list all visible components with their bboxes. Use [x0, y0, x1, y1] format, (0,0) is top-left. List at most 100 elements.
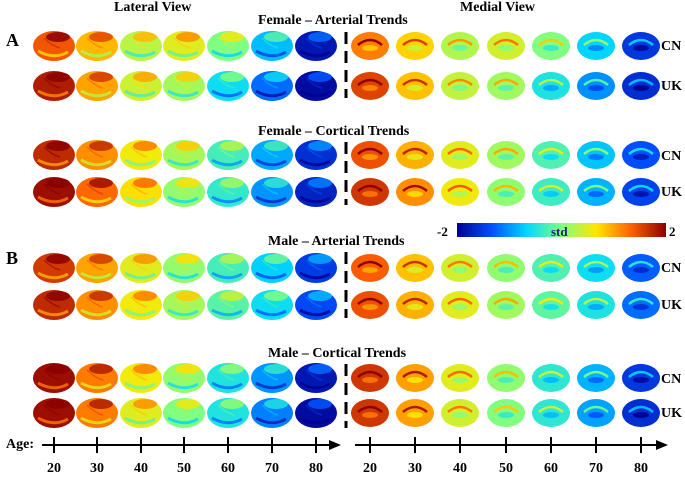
temporal-region	[37, 271, 69, 280]
motor-region	[133, 291, 157, 301]
corpus-callosum-region	[543, 191, 559, 197]
temporal-region	[211, 271, 243, 280]
motor-region	[264, 364, 288, 374]
motor-region	[133, 72, 157, 82]
temporal-region	[80, 381, 112, 390]
motor-region	[133, 254, 157, 264]
age-tick-label: 50	[177, 461, 191, 476]
temporal-region	[211, 89, 243, 98]
colorbar	[457, 223, 666, 237]
motor-region	[89, 399, 113, 409]
sulcus-line	[261, 183, 279, 195]
corpus-callosum-region	[588, 45, 604, 51]
corpus-callosum-region	[362, 85, 378, 91]
corpus-callosum-region	[543, 267, 559, 273]
sulcus-line	[43, 259, 61, 271]
age-tick-label: 30	[90, 461, 104, 476]
motor-region	[176, 399, 200, 409]
cingulate-region	[357, 370, 383, 378]
motor-region	[89, 72, 113, 82]
sulcus-line	[43, 404, 61, 416]
sulcus-line	[173, 296, 191, 308]
motor-region	[89, 141, 113, 151]
temporal-region	[167, 49, 199, 58]
cingulate-region	[357, 405, 383, 413]
age-tick-label: 80	[634, 461, 648, 476]
temporal-region	[255, 308, 287, 317]
cingulate-region	[583, 38, 609, 46]
colorbar-center-label: std	[551, 224, 568, 239]
cingulate-region	[628, 405, 654, 413]
age-axis-arrowhead	[329, 440, 341, 450]
corpus-callosum-region	[452, 85, 468, 91]
cingulate-region	[628, 184, 654, 192]
sulcus-line	[305, 369, 323, 381]
motor-region	[220, 399, 244, 409]
temporal-region	[37, 416, 69, 425]
cingulate-region	[583, 260, 609, 268]
corpus-callosum-region	[498, 45, 514, 51]
sulcus-line	[130, 146, 148, 158]
corpus-callosum-region	[452, 412, 468, 418]
temporal-region	[167, 158, 199, 167]
corpus-callosum-region	[362, 267, 378, 273]
age-tick-label: 60	[544, 461, 558, 476]
corpus-callosum-region	[362, 412, 378, 418]
motor-region	[46, 254, 70, 264]
motor-region	[46, 291, 70, 301]
cingulate-region	[628, 297, 654, 305]
corpus-callosum-region	[452, 45, 468, 51]
temporal-region	[255, 158, 287, 167]
cingulate-region	[493, 38, 519, 46]
temporal-region	[255, 49, 287, 58]
age-tick-label: 20	[363, 461, 377, 476]
sulcus-line	[130, 369, 148, 381]
age-axis-arrowhead	[656, 440, 668, 450]
sulcus-line	[261, 369, 279, 381]
sulcus-line	[217, 296, 235, 308]
cingulate-region	[493, 297, 519, 305]
cingulate-region	[402, 78, 428, 86]
motor-region	[308, 399, 332, 409]
cingulate-region	[447, 38, 473, 46]
sulcus-line	[86, 296, 104, 308]
corpus-callosum-region	[407, 45, 423, 51]
corpus-callosum-region	[407, 85, 423, 91]
section-title-female-cortical: Female – Cortical Trends	[258, 124, 410, 139]
temporal-region	[167, 195, 199, 204]
motor-region	[46, 72, 70, 82]
corpus-callosum-region	[588, 377, 604, 383]
temporal-region	[124, 49, 156, 58]
sulcus-line	[86, 183, 104, 195]
motor-region	[220, 364, 244, 374]
corpus-callosum-region	[407, 267, 423, 273]
cingulate-region	[357, 147, 383, 155]
cingulate-region	[447, 147, 473, 155]
motor-region	[176, 291, 200, 301]
corpus-callosum-region	[407, 191, 423, 197]
sulcus-line	[261, 146, 279, 158]
sulcus-line	[261, 77, 279, 89]
sulcus-line	[305, 77, 323, 89]
temporal-region	[167, 271, 199, 280]
sulcus-line	[173, 404, 191, 416]
motor-region	[133, 32, 157, 42]
motor-region	[176, 364, 200, 374]
motor-region	[176, 141, 200, 151]
temporal-region	[80, 158, 112, 167]
temporal-region	[37, 308, 69, 317]
corpus-callosum-region	[407, 154, 423, 160]
sulcus-line	[130, 296, 148, 308]
temporal-region	[37, 158, 69, 167]
cingulate-region	[583, 405, 609, 413]
motor-region	[46, 178, 70, 188]
age-axis-label: Age:	[6, 437, 34, 452]
temporal-region	[255, 381, 287, 390]
age-tick-label: 40	[134, 461, 148, 476]
row-label-uk: UK	[661, 406, 682, 421]
corpus-callosum-region	[407, 412, 423, 418]
cingulate-region	[538, 260, 564, 268]
medial-view-title: Medial View	[460, 0, 536, 15]
motor-region	[46, 364, 70, 374]
motor-region	[264, 291, 288, 301]
